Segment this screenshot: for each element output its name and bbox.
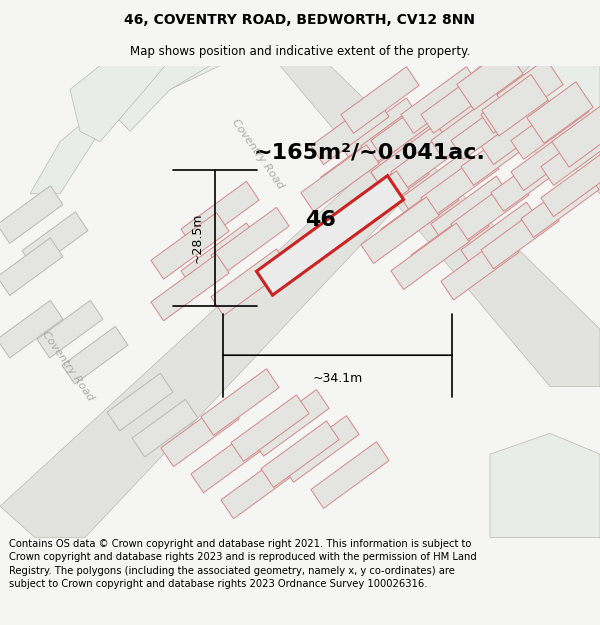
Polygon shape xyxy=(411,208,489,274)
Polygon shape xyxy=(511,124,589,191)
Polygon shape xyxy=(201,369,279,436)
Polygon shape xyxy=(301,145,379,211)
Polygon shape xyxy=(461,119,539,186)
Polygon shape xyxy=(280,66,600,386)
Polygon shape xyxy=(511,92,589,159)
Polygon shape xyxy=(107,373,173,431)
Polygon shape xyxy=(181,223,259,289)
Polygon shape xyxy=(431,176,509,242)
Polygon shape xyxy=(490,66,600,194)
Polygon shape xyxy=(70,66,165,142)
Text: 46: 46 xyxy=(305,210,335,230)
Text: Map shows position and indicative extent of the property.: Map shows position and indicative extent… xyxy=(130,45,470,58)
Text: 46, COVENTRY ROAD, BEDWORTH, CV12 8NN: 46, COVENTRY ROAD, BEDWORTH, CV12 8NN xyxy=(125,12,476,27)
Polygon shape xyxy=(457,49,523,110)
Polygon shape xyxy=(481,98,559,164)
Polygon shape xyxy=(431,92,509,159)
Polygon shape xyxy=(391,124,469,191)
Polygon shape xyxy=(191,426,269,493)
Polygon shape xyxy=(251,389,329,456)
Polygon shape xyxy=(351,155,429,222)
Polygon shape xyxy=(552,106,600,167)
Polygon shape xyxy=(22,212,88,269)
Polygon shape xyxy=(361,98,439,164)
Text: Contains OS data © Crown copyright and database right 2021. This information is : Contains OS data © Crown copyright and d… xyxy=(9,539,477,589)
Polygon shape xyxy=(321,129,399,196)
Polygon shape xyxy=(331,171,409,238)
Polygon shape xyxy=(261,421,339,488)
Polygon shape xyxy=(441,233,519,300)
Polygon shape xyxy=(461,202,539,269)
Polygon shape xyxy=(281,416,359,482)
Polygon shape xyxy=(0,186,63,243)
Polygon shape xyxy=(481,202,559,269)
Polygon shape xyxy=(181,181,259,248)
Text: Coventry Road: Coventry Road xyxy=(230,118,286,191)
Polygon shape xyxy=(421,67,499,133)
Polygon shape xyxy=(482,74,548,136)
Polygon shape xyxy=(161,400,239,467)
Polygon shape xyxy=(211,249,289,316)
Polygon shape xyxy=(481,67,559,133)
Polygon shape xyxy=(231,395,309,461)
Polygon shape xyxy=(401,150,479,217)
Polygon shape xyxy=(0,66,530,538)
Polygon shape xyxy=(341,67,419,133)
Polygon shape xyxy=(151,213,229,279)
Polygon shape xyxy=(311,442,389,508)
Polygon shape xyxy=(100,66,210,131)
Polygon shape xyxy=(371,124,449,191)
Text: Coventry Road: Coventry Road xyxy=(40,329,96,402)
Polygon shape xyxy=(361,197,439,264)
Polygon shape xyxy=(0,301,63,358)
Polygon shape xyxy=(62,326,128,384)
Polygon shape xyxy=(541,119,600,186)
Polygon shape xyxy=(490,433,600,538)
Polygon shape xyxy=(451,176,529,242)
Polygon shape xyxy=(541,150,600,217)
Polygon shape xyxy=(381,181,459,248)
Polygon shape xyxy=(0,238,63,296)
Polygon shape xyxy=(491,145,569,211)
Polygon shape xyxy=(421,150,499,217)
Polygon shape xyxy=(371,92,449,159)
Polygon shape xyxy=(341,98,419,164)
Polygon shape xyxy=(451,92,529,159)
Polygon shape xyxy=(37,301,103,358)
Text: ~28.5m: ~28.5m xyxy=(191,213,203,263)
Polygon shape xyxy=(211,208,289,274)
Polygon shape xyxy=(521,171,599,238)
Polygon shape xyxy=(391,223,469,289)
Polygon shape xyxy=(311,98,389,164)
Polygon shape xyxy=(30,66,220,194)
Text: ~34.1m: ~34.1m xyxy=(313,372,362,384)
Polygon shape xyxy=(527,82,593,143)
Polygon shape xyxy=(256,176,404,295)
Polygon shape xyxy=(151,254,229,321)
Polygon shape xyxy=(132,399,198,457)
Polygon shape xyxy=(497,59,563,120)
Polygon shape xyxy=(401,67,479,133)
Polygon shape xyxy=(221,452,299,519)
Text: ~165m²/~0.041ac.: ~165m²/~0.041ac. xyxy=(254,142,486,162)
